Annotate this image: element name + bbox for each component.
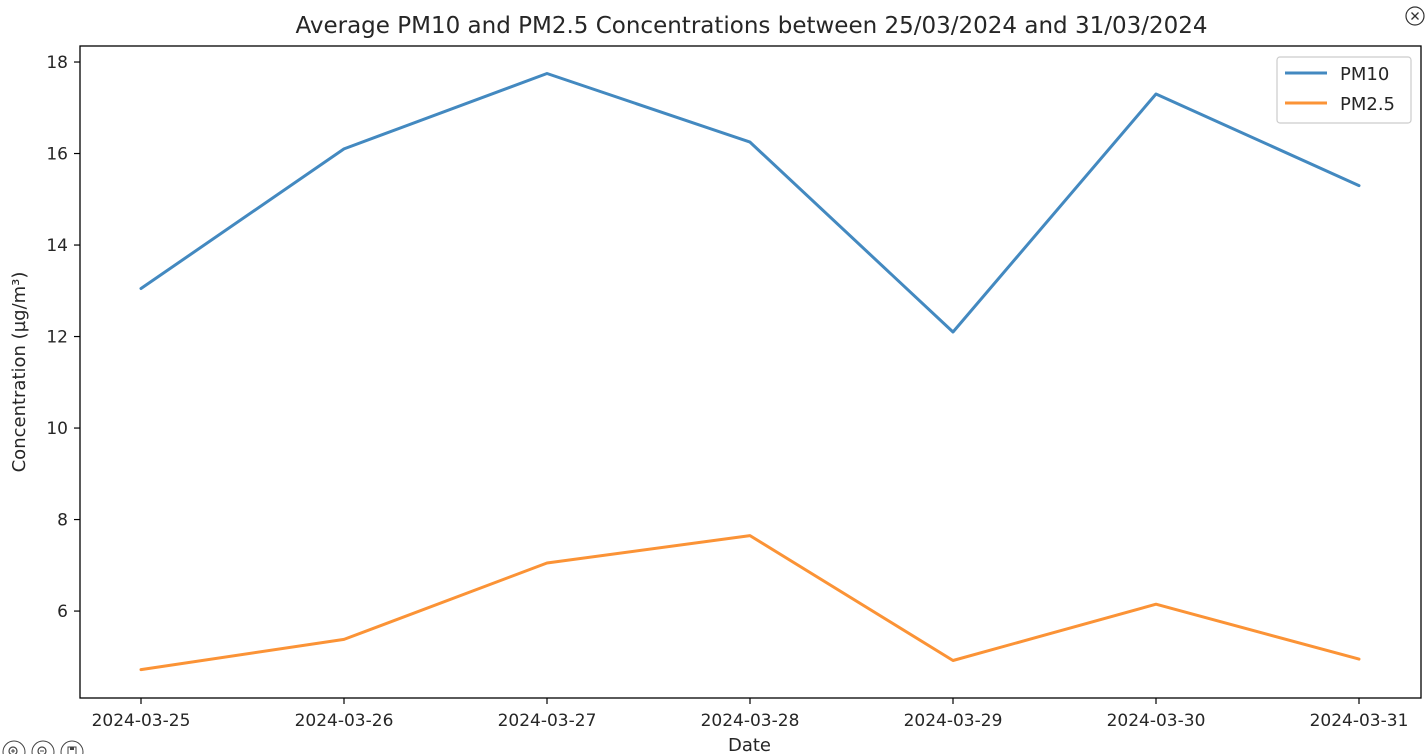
zoom-in-button[interactable]: [2, 740, 26, 754]
legend-label: PM10: [1340, 64, 1389, 85]
x-axis-label: Date: [728, 735, 771, 754]
save-icon: [60, 740, 84, 754]
close-button[interactable]: [1405, 6, 1425, 26]
x-tick-label: 2024-03-25: [92, 711, 191, 731]
save-button[interactable]: [60, 740, 84, 754]
x-tick-label: 2024-03-29: [904, 711, 1003, 731]
y-tick-label: 12: [46, 328, 68, 348]
y-tick-label: 16: [46, 145, 68, 165]
y-tick-label: 10: [46, 419, 68, 439]
close-icon: [1405, 6, 1425, 26]
x-tick-label: 2024-03-26: [295, 711, 394, 731]
x-tick-label: 2024-03-30: [1107, 711, 1206, 731]
zoom-in-icon: [2, 740, 26, 754]
y-tick-label: 14: [46, 236, 68, 256]
zoom-out-button[interactable]: [31, 740, 55, 754]
chart-title: Average PM10 and PM2.5 Concentrations be…: [295, 13, 1207, 39]
legend: PM10 PM2.5: [1276, 56, 1412, 124]
y-axis-label: Concentration (µg/m³): [9, 272, 30, 473]
legend-label: PM2.5: [1340, 94, 1395, 115]
y-tick-label: 18: [46, 53, 68, 73]
x-tick-label: 2024-03-27: [498, 711, 597, 731]
series-line-pm10: [139, 72, 1361, 334]
zoom-out-icon: [31, 740, 55, 754]
x-tick-label: 2024-03-28: [701, 711, 800, 731]
x-tick-label: 2024-03-31: [1310, 711, 1409, 731]
y-tick-label: 8: [57, 511, 68, 531]
y-tick-label: 6: [57, 602, 68, 622]
series-line-pm2-5: [139, 534, 1361, 672]
